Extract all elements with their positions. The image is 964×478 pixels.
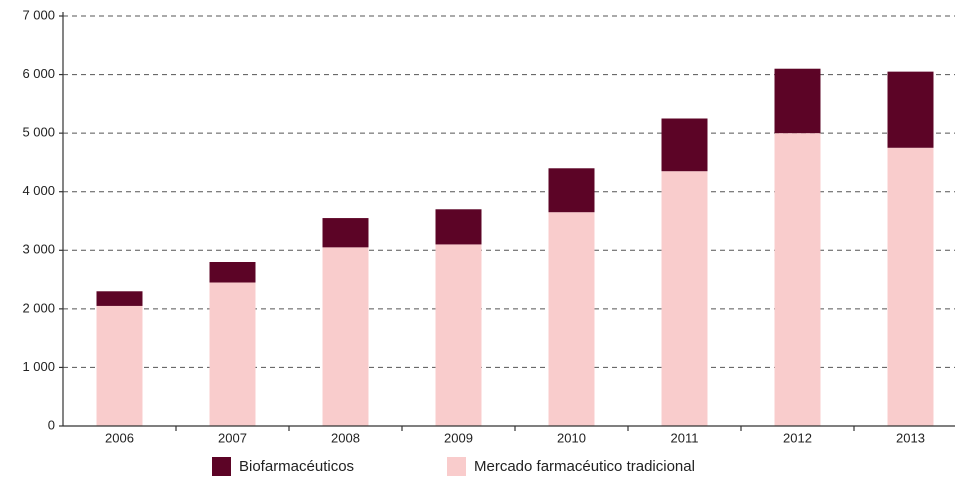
x-tick-label: 2011 — [671, 430, 699, 445]
bar-segment — [548, 168, 595, 213]
legend-swatch — [212, 457, 231, 476]
x-tick-label: 2010 — [557, 430, 586, 445]
x-tick-label: 2013 — [896, 430, 925, 445]
bar-segment — [435, 209, 482, 245]
y-tick-label: 2 000 — [22, 300, 55, 315]
bar-segment — [774, 68, 821, 134]
x-tick-label: 2007 — [218, 430, 247, 445]
bar-segment — [661, 171, 708, 426]
bar-segment — [209, 282, 256, 426]
y-tick-label: 3 000 — [22, 242, 55, 257]
x-tick-label: 2012 — [783, 430, 812, 445]
bar-segment — [887, 71, 934, 148]
y-tick-label: 0 — [48, 417, 55, 432]
bar-segment — [209, 262, 256, 283]
bar-segment — [548, 212, 595, 426]
y-tick-label: 5 000 — [22, 125, 55, 140]
x-tick-label: 2008 — [331, 430, 360, 445]
x-tick-label: 2009 — [444, 430, 473, 445]
bar-segment — [887, 147, 934, 427]
legend-label: Biofarmacéuticos — [239, 458, 354, 475]
y-tick-label: 6 000 — [22, 66, 55, 81]
y-tick-label: 1 000 — [22, 359, 55, 374]
x-tick-label: 2006 — [105, 430, 134, 445]
y-tick-label: 4 000 — [22, 183, 55, 198]
legend-swatch — [447, 457, 466, 476]
bar-segment — [774, 133, 821, 426]
y-tick-label: 7 000 — [22, 7, 55, 22]
bar-segment — [322, 247, 369, 426]
bar-segment — [435, 244, 482, 426]
bar-segment — [96, 291, 143, 306]
bar-segment — [96, 305, 143, 426]
bar-segment — [661, 118, 708, 172]
legend-label: Mercado farmacéutico tradicional — [474, 458, 695, 475]
bar-segment — [322, 218, 369, 248]
